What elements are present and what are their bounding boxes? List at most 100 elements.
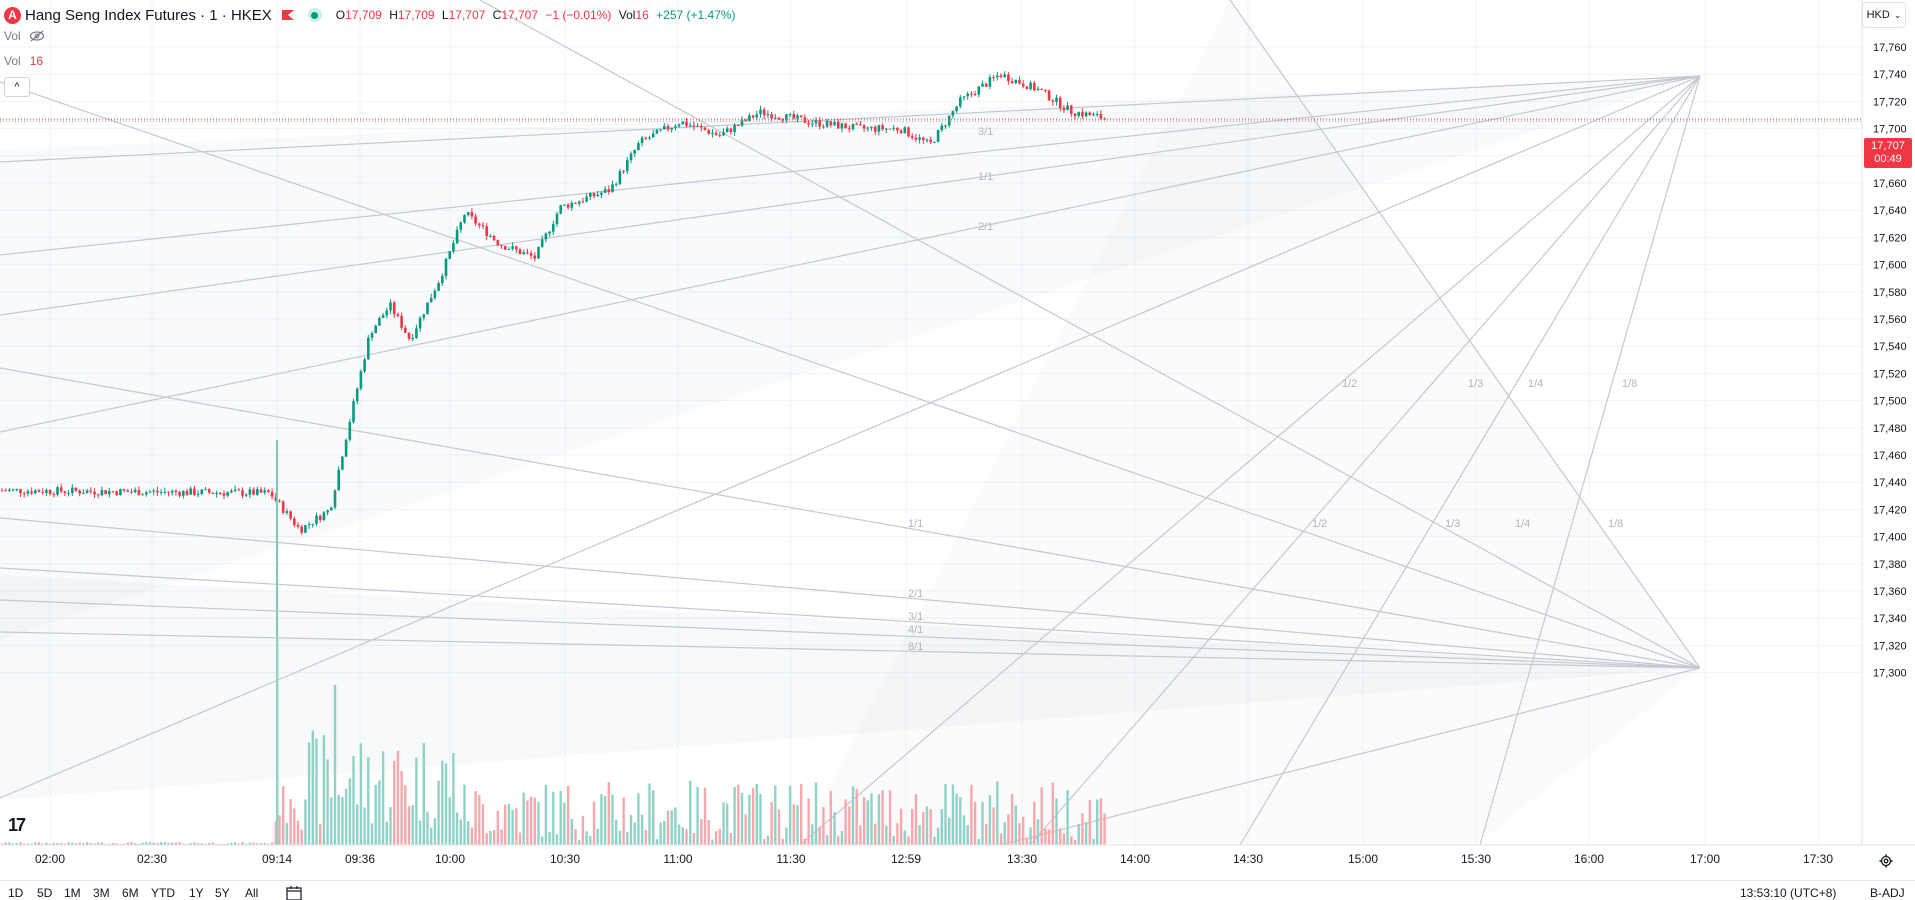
volume-bar [800, 783, 803, 845]
volume-bar [529, 796, 533, 845]
volume-bar [652, 790, 655, 845]
candle [156, 486, 159, 496]
candle [1029, 80, 1032, 91]
volume-bar [137, 843, 141, 845]
range-6m[interactable]: 6M [122, 886, 139, 900]
volume-bar [467, 821, 470, 845]
currency-button[interactable]: HKD ⌄ [1862, 2, 1906, 28]
range-5d[interactable]: 5D [37, 886, 53, 900]
volume-bar [171, 842, 174, 845]
volume-bar [855, 788, 858, 845]
volume-bar [888, 790, 892, 845]
volume-bar [452, 752, 455, 845]
volume-bar [507, 803, 511, 845]
range-5y[interactable]: 5Y [215, 886, 230, 900]
gear-icon[interactable] [1879, 854, 1893, 868]
calendar-icon[interactable] [286, 886, 302, 900]
volume-bar [814, 782, 818, 845]
candle [811, 119, 814, 128]
adjustment-toggle[interactable]: B-ADJ [1870, 886, 1905, 900]
candle [996, 71, 999, 81]
candle [940, 122, 944, 133]
candle [59, 483, 63, 494]
tradingview-logo[interactable]: 17 [8, 815, 26, 835]
volume-bar [270, 842, 274, 845]
volume-bar [574, 829, 577, 845]
volume-bar [1051, 782, 1054, 845]
fan-label-lower: 3/1 [908, 611, 923, 623]
volume-bar [733, 787, 736, 845]
volume-bar [230, 842, 233, 845]
volume-bar [433, 818, 437, 845]
volume-bar [60, 843, 63, 845]
volume-bar [89, 843, 92, 845]
symbol-title[interactable]: Hang Seng Index Futures · 1 · HKEX [25, 6, 272, 24]
volume-bar [703, 787, 707, 845]
hidden-eye-icon[interactable] [29, 30, 45, 42]
candle [1007, 72, 1010, 85]
range-1y[interactable]: 1Y [189, 886, 204, 900]
volume-bar [1055, 798, 1058, 845]
collapse-legend-button[interactable]: ^ [4, 77, 30, 97]
range-ytd[interactable]: YTD [151, 886, 175, 900]
volume-bar [711, 839, 714, 845]
volume-bar [840, 830, 844, 845]
volume-bar [877, 794, 881, 845]
price-tick: 17,500 [1873, 396, 1907, 408]
volume-bar [492, 830, 496, 845]
volume-bar [78, 842, 81, 845]
fan-shade-right [800, 0, 1700, 845]
volume-bar [859, 825, 862, 845]
volume-bar [289, 799, 292, 845]
volume-bar [319, 823, 322, 845]
volume-bar [311, 730, 314, 845]
volume-bar [526, 800, 529, 845]
volume-bar [655, 839, 659, 845]
volume-bar [45, 842, 48, 845]
price-tick: 17,740 [1873, 69, 1907, 81]
candle [207, 488, 211, 495]
volume-bar [481, 804, 485, 845]
candle [751, 115, 755, 119]
flag-icon[interactable] [281, 9, 294, 21]
volume-bar [896, 823, 899, 845]
volume-bar [330, 797, 333, 845]
volume-bar [962, 815, 966, 845]
volume-bar [141, 842, 144, 845]
time-tick: 15:00 [1348, 852, 1378, 866]
volume-bar [677, 824, 681, 845]
volume-bar [278, 815, 281, 845]
time-tick: 16:00 [1574, 852, 1604, 866]
range-1m[interactable]: 1M [64, 886, 81, 900]
market-status-icon[interactable] [307, 8, 322, 22]
time-tick: 02:00 [35, 852, 65, 866]
volume-indicator-title[interactable]: Vol [4, 29, 45, 43]
candle [30, 487, 33, 496]
range-3m[interactable]: 3M [93, 886, 110, 900]
candle [962, 96, 966, 101]
candle [145, 490, 148, 497]
volume-bar [485, 833, 488, 845]
volume-bar [1088, 799, 1091, 845]
volume-bar [885, 825, 888, 845]
candle [367, 334, 370, 361]
fan-ray-upper [1479, 75, 1701, 846]
candle [622, 169, 625, 174]
volume-bar [911, 809, 914, 845]
range-1d[interactable]: 1D [8, 886, 24, 900]
fan-ray-lower [1229, 0, 1701, 669]
price-tick: 17,300 [1873, 668, 1907, 680]
candle [429, 293, 433, 303]
volume-bar [907, 836, 910, 845]
volume-bar [252, 842, 255, 845]
candle [999, 72, 1003, 79]
candle [159, 489, 163, 496]
fan-label-lower: 8/1 [908, 641, 923, 653]
volume-bar [611, 794, 614, 845]
candle [100, 486, 104, 497]
price-chart[interactable]: 1/1 1/2 1/3 1/4 1/8 2/1 3/1 1/1 1/2 1/3 1/4 1/8 2/1 3… [0, 0, 1915, 880]
candle [781, 118, 784, 124]
clock[interactable]: 13:53:10 (UTC+8) [1740, 886, 1837, 900]
volume-bar [374, 784, 377, 845]
range-all[interactable]: All [245, 886, 259, 900]
